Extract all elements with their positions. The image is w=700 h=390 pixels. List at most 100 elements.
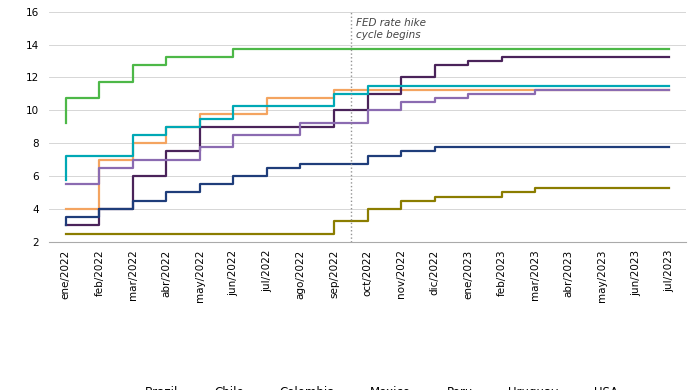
Mexico	[363, 120, 372, 125]
Colombia	[196, 149, 204, 154]
Colombia	[363, 108, 372, 113]
Chile	[296, 96, 304, 100]
Uruguay	[564, 83, 573, 88]
Colombia	[397, 92, 405, 96]
Uruguay	[598, 83, 606, 88]
Chile	[564, 87, 573, 92]
Chile	[330, 96, 338, 100]
Peru	[95, 215, 104, 220]
Colombia	[464, 63, 473, 67]
Uruguay	[262, 104, 271, 108]
Peru	[363, 161, 372, 166]
Chile	[229, 112, 237, 117]
Chile	[631, 87, 640, 92]
Uruguay	[531, 83, 539, 88]
Mexico	[296, 133, 304, 137]
Brazil	[531, 46, 539, 51]
Brazil	[162, 63, 171, 67]
Mexico	[498, 92, 506, 96]
Mexico	[229, 145, 237, 150]
Mexico	[330, 120, 338, 125]
Colombia	[430, 75, 439, 80]
Colombia	[95, 223, 104, 228]
Colombia	[129, 207, 137, 211]
USA	[95, 231, 104, 236]
Chile	[363, 87, 372, 92]
Text: FED rate hike
cycle begins: FED rate hike cycle begins	[356, 18, 426, 40]
USA	[498, 194, 506, 199]
Chile	[196, 124, 204, 129]
Brazil	[262, 46, 271, 51]
Peru	[631, 145, 640, 150]
Peru	[498, 145, 506, 150]
Chile	[397, 87, 405, 92]
Colombia	[162, 174, 171, 178]
Uruguay	[162, 133, 171, 137]
Mexico	[430, 100, 439, 105]
Chile	[129, 157, 137, 162]
Brazil	[464, 46, 473, 51]
Colombia	[665, 55, 673, 59]
Mexico	[665, 87, 673, 92]
Mexico	[62, 182, 70, 187]
Brazil	[229, 55, 237, 59]
Mexico	[129, 165, 137, 170]
Peru	[464, 145, 473, 150]
Brazil	[296, 46, 304, 51]
USA	[397, 207, 405, 211]
Mexico	[196, 157, 204, 162]
Uruguay	[330, 104, 338, 108]
USA	[62, 231, 70, 236]
Chile	[262, 112, 271, 117]
Brazil	[430, 46, 439, 51]
Peru	[665, 145, 673, 150]
Brazil	[95, 96, 104, 100]
Chile	[62, 207, 70, 211]
Peru	[598, 145, 606, 150]
Brazil	[564, 46, 573, 51]
USA	[564, 186, 573, 191]
Brazil	[598, 46, 606, 51]
Peru	[62, 223, 70, 228]
Peru	[330, 161, 338, 166]
Peru	[229, 182, 237, 187]
Colombia	[296, 124, 304, 129]
Brazil	[363, 46, 372, 51]
Peru	[564, 145, 573, 150]
Peru	[129, 207, 137, 211]
Peru	[262, 174, 271, 178]
Chile	[598, 87, 606, 92]
Uruguay	[95, 153, 104, 158]
Chile	[430, 87, 439, 92]
Uruguay	[229, 116, 237, 121]
USA	[598, 186, 606, 191]
Uruguay	[665, 83, 673, 88]
Mexico	[631, 87, 640, 92]
USA	[229, 231, 237, 236]
Chile	[464, 87, 473, 92]
Colombia	[229, 124, 237, 129]
Chile	[531, 87, 539, 92]
Colombia	[262, 124, 271, 129]
USA	[430, 199, 439, 203]
Chile	[95, 207, 104, 211]
Line: Uruguay: Uruguay	[66, 86, 669, 180]
USA	[296, 231, 304, 236]
Peru	[296, 165, 304, 170]
Uruguay	[363, 92, 372, 96]
Peru	[162, 199, 171, 203]
USA	[129, 231, 137, 236]
Line: Peru: Peru	[66, 147, 669, 225]
Brazil	[631, 46, 640, 51]
Brazil	[397, 46, 405, 51]
Line: Brazil: Brazil	[66, 49, 669, 122]
Line: USA: USA	[66, 188, 669, 234]
Colombia	[62, 223, 70, 228]
Colombia	[598, 55, 606, 59]
Mexico	[397, 108, 405, 113]
USA	[631, 186, 640, 191]
Brazil	[665, 46, 673, 51]
Brazil	[330, 46, 338, 51]
Uruguay	[631, 83, 640, 88]
Mexico	[464, 96, 473, 100]
